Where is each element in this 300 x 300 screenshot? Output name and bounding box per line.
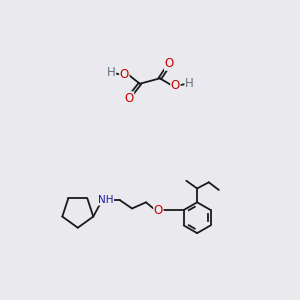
Text: H: H xyxy=(107,67,116,80)
Text: O: O xyxy=(171,79,180,92)
Text: H: H xyxy=(185,77,194,90)
Text: O: O xyxy=(154,203,163,217)
Text: NH: NH xyxy=(98,195,113,205)
Text: O: O xyxy=(165,57,174,70)
Text: O: O xyxy=(124,92,134,105)
Text: O: O xyxy=(120,68,129,81)
